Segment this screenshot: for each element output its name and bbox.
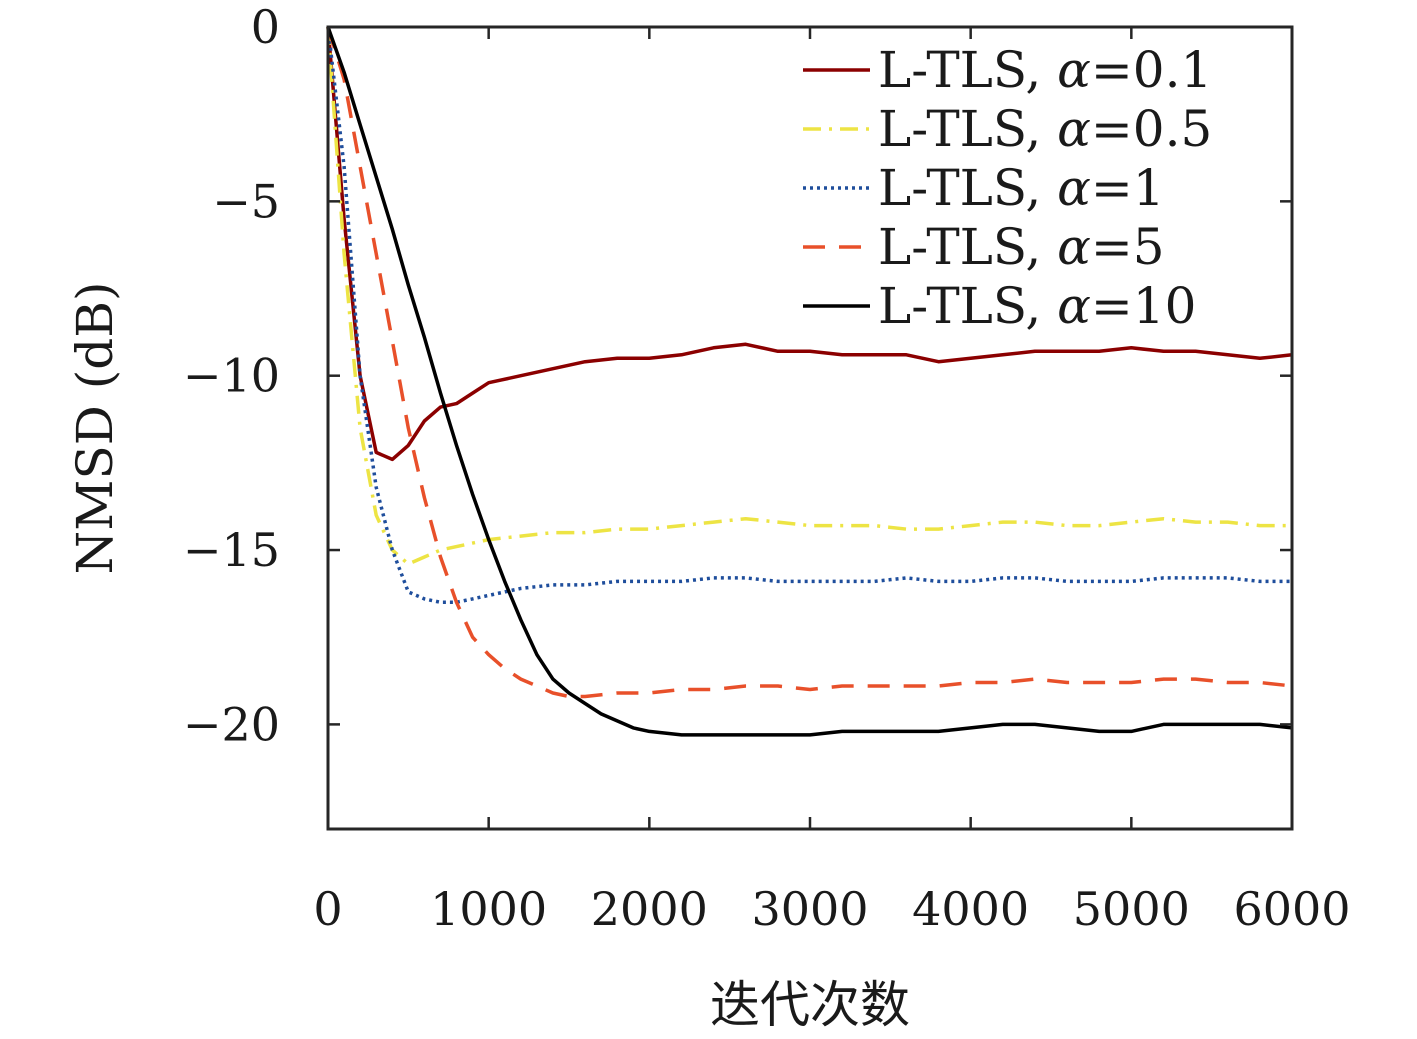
- y-tick-label: −20: [183, 697, 280, 751]
- series-line-2: [326, 26, 1292, 566]
- x-tick-label: 3000: [751, 882, 868, 936]
- legend-label-5: L-TLS, α=10: [878, 277, 1196, 335]
- x-axis-title: 迭代次数: [710, 976, 910, 1034]
- legend-label-3: L-TLS, α=1: [878, 159, 1165, 217]
- x-tick-label: 0: [313, 882, 342, 936]
- y-tick-label: −15: [183, 523, 280, 577]
- series-line-3: [326, 26, 1292, 605]
- y-axis-title: NMSD (dB): [66, 282, 124, 575]
- legend-label-4: L-TLS, α=5: [878, 218, 1165, 276]
- series-line-4: [326, 26, 1293, 699]
- series-layer: [326, 26, 1293, 737]
- x-tick-label: 6000: [1233, 882, 1350, 936]
- ticks-layer: [326, 25, 1294, 829]
- x-tick-label: 1000: [430, 882, 547, 936]
- y-tick-label: 0: [251, 0, 280, 54]
- series-line-5: [326, 26, 1293, 737]
- y-tick-labels: 0 −5 −10 −15 −20: [183, 0, 280, 751]
- legend: L-TLS, α=0.1L-TLS, α=0.5L-TLS, α=1L-TLS,…: [803, 41, 1212, 335]
- y-tick-label: −10: [183, 349, 280, 403]
- x-tick-label: 2000: [591, 882, 708, 936]
- x-tick-label: 4000: [912, 882, 1029, 936]
- x-tick-labels: 0 1000 2000 3000 4000 5000 6000: [313, 882, 1350, 936]
- legend-label-1: L-TLS, α=0.1: [878, 41, 1212, 99]
- x-tick-label: 5000: [1073, 882, 1190, 936]
- series-line-1: [326, 26, 1293, 462]
- legend-label-2: L-TLS, α=0.5: [878, 100, 1212, 158]
- y-tick-label: −5: [212, 174, 280, 228]
